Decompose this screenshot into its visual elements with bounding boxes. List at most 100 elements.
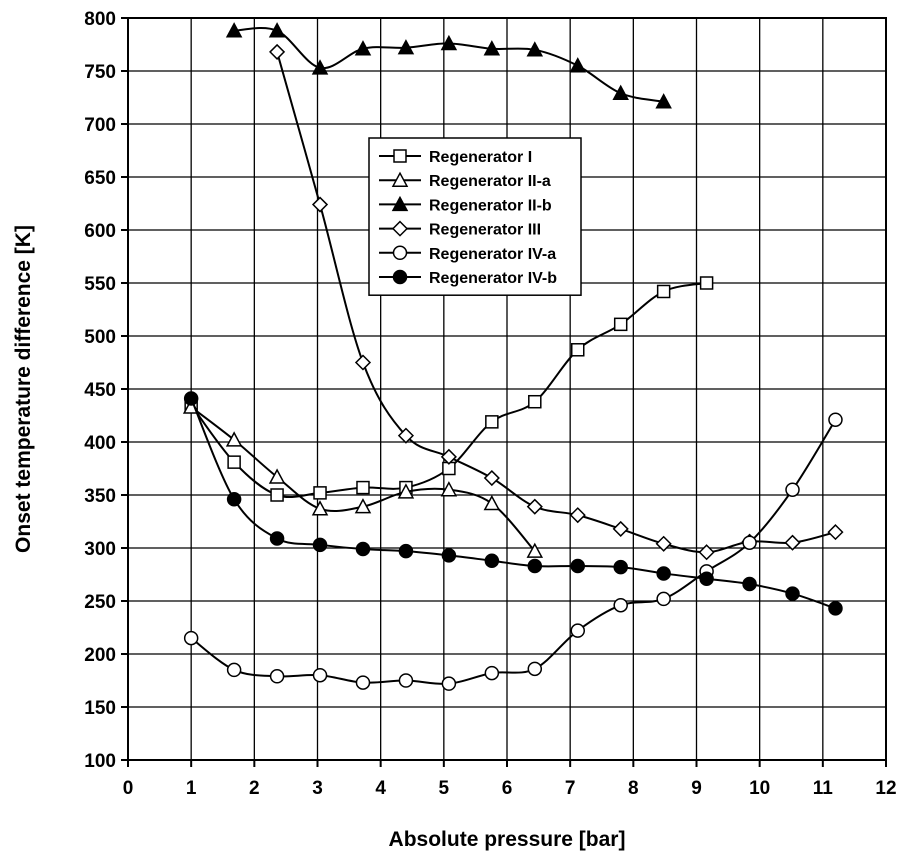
data-point — [226, 491, 242, 507]
data-point — [312, 537, 328, 553]
data-point — [226, 662, 242, 678]
legend-label: Regenerator II-a — [429, 173, 551, 190]
x-tick-label: 12 — [875, 778, 896, 799]
y-axis-title: Onset temperature difference [K] — [12, 225, 35, 553]
x-tick-label: 3 — [312, 778, 323, 799]
data-point — [268, 468, 286, 484]
data-point — [355, 541, 371, 557]
y-tick-label: 650 — [84, 168, 116, 189]
data-point — [655, 535, 672, 552]
x-tick-label: 5 — [439, 778, 450, 799]
data-point — [483, 494, 501, 511]
data-point — [269, 531, 285, 546]
data-point — [183, 630, 199, 646]
x-tick-label: 2 — [249, 778, 260, 799]
legend: Regenerator I Regenerator II-a Regenerator… — [368, 137, 582, 296]
data-point — [269, 43, 286, 60]
data-point — [570, 558, 585, 574]
data-point — [354, 40, 372, 56]
legend-item: Regenerator II-b — [379, 195, 552, 214]
x-tick-label: 0 — [123, 778, 134, 799]
data-point — [699, 276, 714, 290]
y-tick-label: 100 — [84, 751, 116, 772]
legend-marker — [391, 171, 409, 187]
y-tick-label: 450 — [84, 380, 116, 401]
data-point — [828, 412, 843, 427]
legend-marker — [391, 195, 409, 212]
data-point — [570, 343, 585, 357]
data-point — [742, 535, 757, 550]
data-point — [785, 586, 800, 601]
data-point — [397, 483, 415, 499]
data-point — [613, 559, 628, 575]
data-point — [698, 544, 715, 561]
legend-label: Regenerator IV-a — [429, 246, 556, 263]
data-point — [397, 427, 414, 444]
x-tick-label: 7 — [565, 778, 576, 799]
data-point — [528, 394, 542, 409]
data-point — [354, 354, 372, 371]
legend-label: Regenerator IV-b — [429, 270, 557, 287]
y-tick-label: 700 — [84, 115, 116, 136]
series-line-regenerator-iv-b — [190, 398, 836, 610]
data-point — [526, 41, 544, 57]
y-tick-label: 250 — [84, 592, 116, 613]
data-point — [440, 34, 458, 51]
legend-label: Regenerator I — [429, 149, 532, 166]
data-point — [527, 661, 543, 677]
data-point — [483, 40, 501, 56]
data-point — [569, 57, 587, 73]
data-point — [311, 196, 329, 213]
data-point — [398, 673, 414, 688]
data-point — [656, 566, 671, 581]
y-tick-label: 550 — [84, 274, 116, 295]
legend-box — [368, 137, 582, 296]
x-tick-label: 10 — [749, 778, 770, 799]
y-axis-ticks: 100 150 200 250 300 350 400 450 500 550 600 650 700 7… — [84, 9, 128, 772]
legend-item: Regenerator IV-a — [379, 245, 556, 263]
y-tick-label: 750 — [84, 62, 116, 83]
x-tick-label: 11 — [813, 778, 834, 799]
grid-lines — [127, 17, 887, 761]
x-tick-label: 9 — [691, 778, 702, 799]
data-point — [398, 543, 414, 559]
x-tick-label: 6 — [502, 778, 513, 799]
series-line-regenerator-iv-a — [190, 419, 837, 685]
data-point — [225, 22, 243, 38]
y-tick-label: 150 — [84, 698, 116, 719]
series-regenerator-iv-a — [183, 412, 843, 691]
series-group — [182, 22, 844, 691]
y-tick-label: 500 — [84, 327, 116, 348]
legend-item: Regenerator IV-b — [379, 269, 557, 287]
legend-marker — [393, 149, 407, 163]
data-point — [613, 317, 628, 332]
data-point — [656, 284, 671, 299]
data-point — [484, 553, 500, 568]
series-regenerator-iv-b — [183, 391, 843, 616]
data-point — [828, 601, 843, 616]
data-point — [827, 524, 844, 541]
y-tick-label: 600 — [84, 221, 116, 242]
legend-label: Regenerator II-b — [429, 197, 552, 214]
x-axis-title: Absolute pressure [bar] — [389, 828, 626, 851]
legend-marker — [391, 220, 409, 237]
legend-marker — [392, 245, 408, 261]
legend-marker — [392, 269, 408, 285]
data-point — [613, 597, 628, 613]
x-tick-label: 8 — [628, 778, 639, 799]
series-regenerator-ii-b — [225, 22, 672, 109]
data-point — [354, 498, 372, 514]
y-tick-label: 800 — [84, 9, 116, 30]
data-point — [311, 500, 329, 516]
data-point — [699, 571, 714, 586]
data-point — [655, 93, 672, 109]
data-point — [440, 481, 458, 497]
data-point — [441, 548, 457, 563]
data-point — [441, 676, 457, 691]
data-point — [569, 507, 586, 524]
data-point — [527, 558, 543, 574]
data-point — [612, 520, 629, 537]
data-point — [612, 84, 629, 101]
y-tick-label: 200 — [84, 645, 116, 666]
